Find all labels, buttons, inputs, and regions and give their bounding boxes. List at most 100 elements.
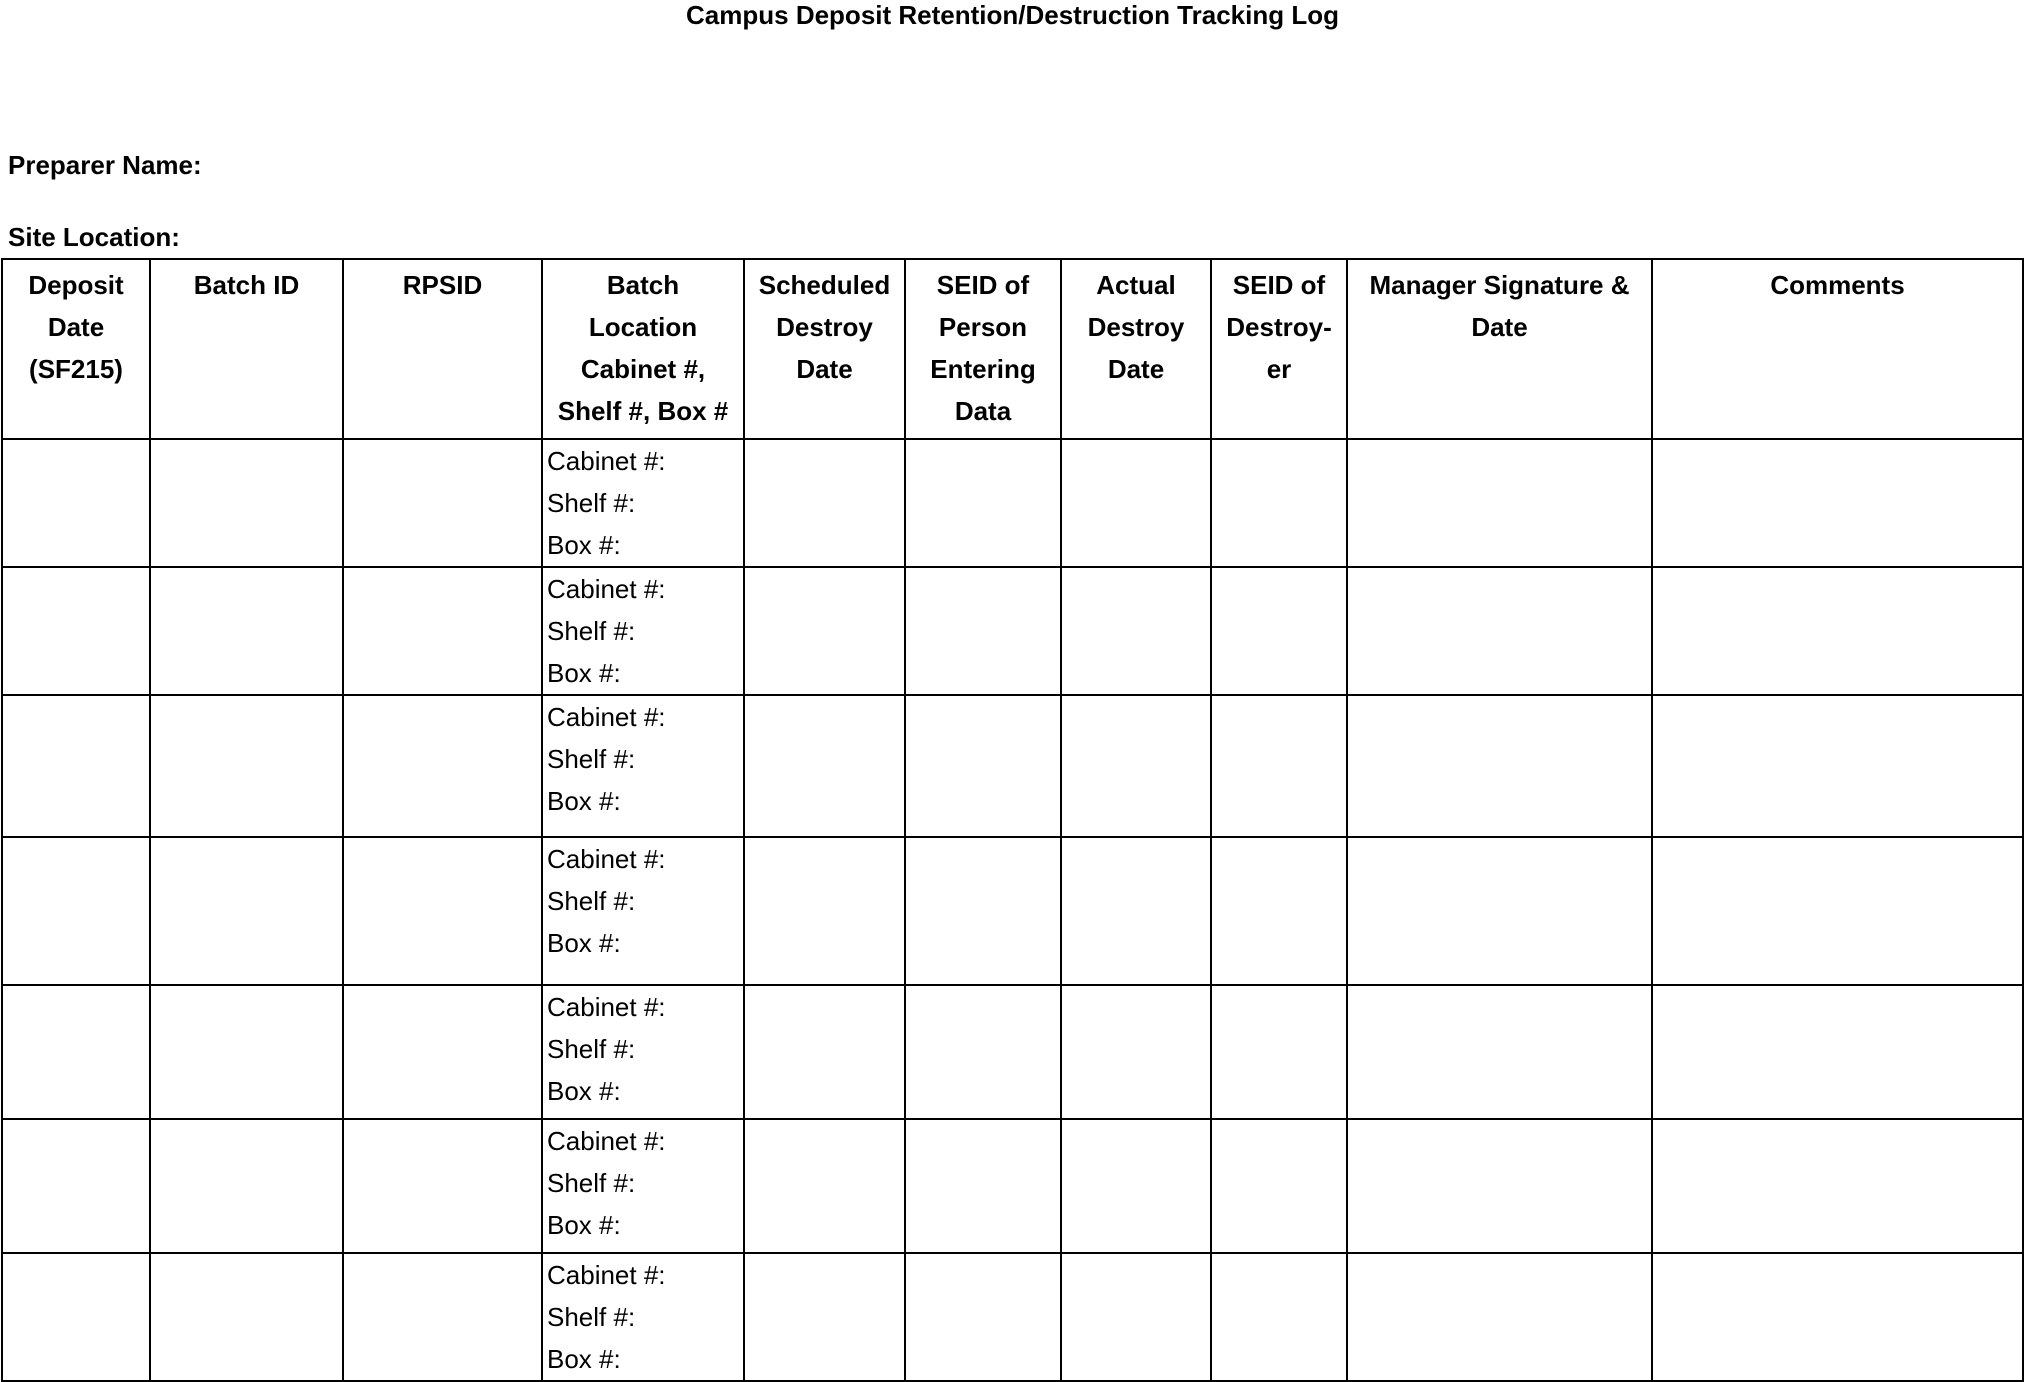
column-header-batch-location: Batch Location Cabinet #, Shelf #, Box # xyxy=(541,258,745,440)
cell-manager-signature-date[interactable] xyxy=(1346,984,1653,1120)
column-header-seid-destroyer: SEID of Destroy- er xyxy=(1210,258,1348,440)
cell-scheduled-destroy-date[interactable] xyxy=(743,694,906,838)
cell-seid-entering[interactable] xyxy=(904,438,1062,568)
cell-batch-location[interactable]: Cabinet #: Shelf #: Box #: xyxy=(541,1252,745,1382)
cell-actual-destroy-date[interactable] xyxy=(1060,836,1212,986)
cell-actual-destroy-date[interactable] xyxy=(1060,566,1212,696)
cell-manager-signature-date[interactable] xyxy=(1346,566,1653,696)
cell-deposit-date[interactable] xyxy=(1,984,151,1120)
cell-rpsid[interactable] xyxy=(342,984,543,1120)
cabinet-label: Cabinet #: xyxy=(547,1260,666,1290)
shelf-label: Shelf #: xyxy=(547,886,636,916)
cell-manager-signature-date[interactable] xyxy=(1346,1252,1653,1382)
cell-deposit-date[interactable] xyxy=(1,694,151,838)
cell-seid-destroyer[interactable] xyxy=(1210,694,1348,838)
cell-comments[interactable] xyxy=(1651,566,2024,696)
cell-scheduled-destroy-date[interactable] xyxy=(743,438,906,568)
cell-seid-entering[interactable] xyxy=(904,984,1062,1120)
cabinet-label: Cabinet #: xyxy=(547,1126,666,1156)
tracking-log-table: Deposit Date (SF215) Batch ID RPSID Batch L… xyxy=(1,258,2024,1382)
cell-comments[interactable] xyxy=(1651,1252,2024,1382)
cell-seid-entering[interactable] xyxy=(904,566,1062,696)
cell-deposit-date[interactable] xyxy=(1,1118,151,1254)
cell-rpsid[interactable] xyxy=(342,438,543,568)
box-label: Box #: xyxy=(547,530,621,560)
cell-seid-destroyer[interactable] xyxy=(1210,836,1348,986)
cell-batch-location[interactable]: Cabinet #: Shelf #: Box #: xyxy=(541,566,745,696)
shelf-label: Shelf #: xyxy=(547,744,636,774)
cell-actual-destroy-date[interactable] xyxy=(1060,1252,1212,1382)
cell-deposit-date[interactable] xyxy=(1,566,151,696)
shelf-label: Shelf #: xyxy=(547,488,636,518)
table-row: Cabinet #: Shelf #: Box #: xyxy=(1,694,2024,838)
cell-rpsid[interactable] xyxy=(342,566,543,696)
column-header-batch-id: Batch ID xyxy=(149,258,344,440)
cabinet-label: Cabinet #: xyxy=(547,574,666,604)
cell-batch-id[interactable] xyxy=(149,438,344,568)
cell-batch-id[interactable] xyxy=(149,984,344,1120)
cell-seid-destroyer[interactable] xyxy=(1210,984,1348,1120)
cell-seid-entering[interactable] xyxy=(904,836,1062,986)
cell-batch-id[interactable] xyxy=(149,566,344,696)
cell-seid-destroyer[interactable] xyxy=(1210,566,1348,696)
cell-deposit-date[interactable] xyxy=(1,1252,151,1382)
cell-batch-id[interactable] xyxy=(149,836,344,986)
table-row: Cabinet #: Shelf #: Box #: xyxy=(1,438,2024,568)
cell-comments[interactable] xyxy=(1651,694,2024,838)
preparer-name-label: Preparer Name: xyxy=(8,150,202,180)
cell-comments[interactable] xyxy=(1651,984,2024,1120)
cell-rpsid[interactable] xyxy=(342,1118,543,1254)
cell-batch-location[interactable]: Cabinet #: Shelf #: Box #: xyxy=(541,1118,745,1254)
cell-batch-location[interactable]: Cabinet #: Shelf #: Box #: xyxy=(541,694,745,838)
cell-scheduled-destroy-date[interactable] xyxy=(743,836,906,986)
cell-batch-location[interactable]: Cabinet #: Shelf #: Box #: xyxy=(541,438,745,568)
cell-actual-destroy-date[interactable] xyxy=(1060,984,1212,1120)
shelf-label: Shelf #: xyxy=(547,1168,636,1198)
site-location-label: Site Location: xyxy=(8,222,180,252)
shelf-label: Shelf #: xyxy=(547,1302,636,1332)
cell-seid-entering[interactable] xyxy=(904,1118,1062,1254)
cell-seid-destroyer[interactable] xyxy=(1210,438,1348,568)
cell-deposit-date[interactable] xyxy=(1,438,151,568)
cell-batch-location[interactable]: Cabinet #: Shelf #: Box #: xyxy=(541,984,745,1120)
column-header-comments: Comments xyxy=(1651,258,2024,440)
table-row: Cabinet #: Shelf #: Box #: xyxy=(1,836,2024,986)
table-row: Cabinet #: Shelf #: Box #: xyxy=(1,1252,2024,1382)
cell-manager-signature-date[interactable] xyxy=(1346,1118,1653,1254)
cell-comments[interactable] xyxy=(1651,836,2024,986)
cell-batch-id[interactable] xyxy=(149,694,344,838)
cell-scheduled-destroy-date[interactable] xyxy=(743,984,906,1120)
cell-rpsid[interactable] xyxy=(342,836,543,986)
column-header-deposit-date: Deposit Date (SF215) xyxy=(1,258,151,440)
cell-seid-entering[interactable] xyxy=(904,1252,1062,1382)
cell-deposit-date[interactable] xyxy=(1,836,151,986)
cell-scheduled-destroy-date[interactable] xyxy=(743,1252,906,1382)
table-row: Cabinet #: Shelf #: Box #: xyxy=(1,1118,2024,1254)
cell-rpsid[interactable] xyxy=(342,1252,543,1382)
cell-rpsid[interactable] xyxy=(342,694,543,838)
box-label: Box #: xyxy=(547,1344,621,1374)
cell-comments[interactable] xyxy=(1651,1118,2024,1254)
cell-seid-entering[interactable] xyxy=(904,694,1062,838)
cell-actual-destroy-date[interactable] xyxy=(1060,694,1212,838)
page-title: Campus Deposit Retention/Destruction Tra… xyxy=(686,0,1339,30)
cell-comments[interactable] xyxy=(1651,438,2024,568)
box-label: Box #: xyxy=(547,1210,621,1240)
table-row: Cabinet #: Shelf #: Box #: xyxy=(1,566,2024,696)
cell-seid-destroyer[interactable] xyxy=(1210,1118,1348,1254)
cell-scheduled-destroy-date[interactable] xyxy=(743,566,906,696)
cell-batch-id[interactable] xyxy=(149,1118,344,1254)
cell-batch-location[interactable]: Cabinet #: Shelf #: Box #: xyxy=(541,836,745,986)
cell-scheduled-destroy-date[interactable] xyxy=(743,1118,906,1254)
cell-manager-signature-date[interactable] xyxy=(1346,694,1653,838)
column-header-seid-entering: SEID of Person Entering Data xyxy=(904,258,1062,440)
cell-actual-destroy-date[interactable] xyxy=(1060,438,1212,568)
table-row: Cabinet #: Shelf #: Box #: xyxy=(1,984,2024,1120)
cell-manager-signature-date[interactable] xyxy=(1346,836,1653,986)
cell-manager-signature-date[interactable] xyxy=(1346,438,1653,568)
cell-batch-id[interactable] xyxy=(149,1252,344,1382)
cell-seid-destroyer[interactable] xyxy=(1210,1252,1348,1382)
box-label: Box #: xyxy=(547,658,621,688)
box-label: Box #: xyxy=(547,928,621,958)
cell-actual-destroy-date[interactable] xyxy=(1060,1118,1212,1254)
